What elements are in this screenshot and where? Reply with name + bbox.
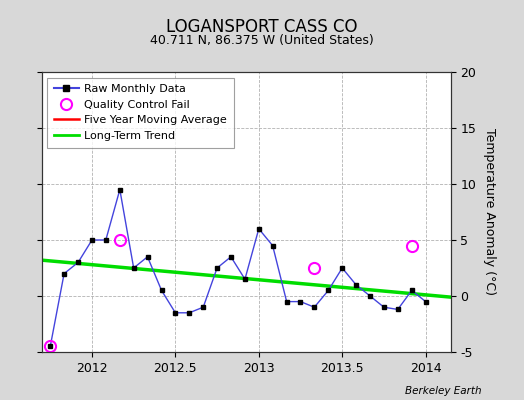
Text: 40.711 N, 86.375 W (United States): 40.711 N, 86.375 W (United States)	[150, 34, 374, 47]
Y-axis label: Temperature Anomaly (°C): Temperature Anomaly (°C)	[483, 128, 496, 296]
Text: LOGANSPORT CASS CO: LOGANSPORT CASS CO	[166, 18, 358, 36]
Text: Berkeley Earth: Berkeley Earth	[406, 386, 482, 396]
Legend: Raw Monthly Data, Quality Control Fail, Five Year Moving Average, Long-Term Tren: Raw Monthly Data, Quality Control Fail, …	[48, 78, 234, 148]
